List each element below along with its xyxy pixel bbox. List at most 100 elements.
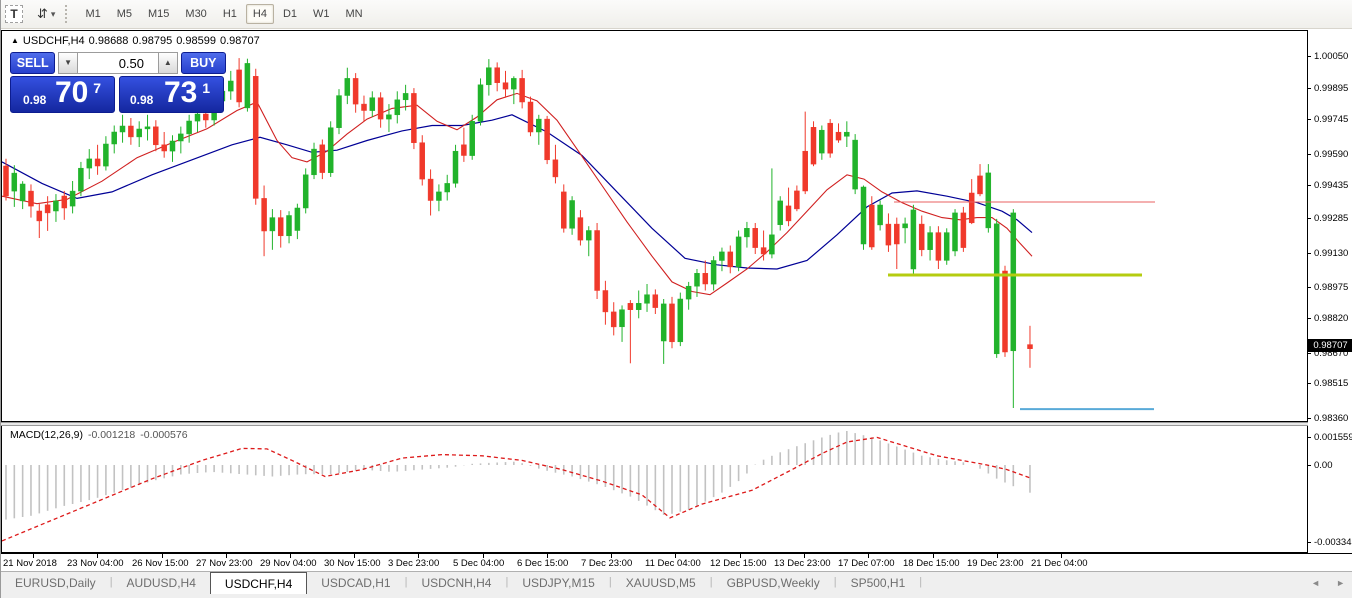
chart-tab-bar: EURUSD,Daily | AUDUSD,H4 USDCHF,H4 USDCAD,H1… <box>1 571 1352 598</box>
price-label: 0.99130 <box>1314 248 1349 259</box>
timeframe-button-m5[interactable]: M5 <box>116 8 132 20</box>
tab-eurusd-daily[interactable]: EURUSD,Daily <box>15 576 96 590</box>
sell-button[interactable]: SELL <box>10 52 56 74</box>
lot-increase-button[interactable]: ▲ <box>158 52 178 74</box>
buy-button[interactable]: BUY <box>180 52 226 74</box>
date-tick <box>868 554 869 558</box>
timeframe-button-mn[interactable]: MN <box>345 8 363 20</box>
timeframe-button-h4[interactable]: H4 <box>245 4 274 24</box>
macd-signal-value: -0.000576 <box>140 429 188 441</box>
date-label: 17 Dec 07:00 <box>838 558 895 569</box>
date-tick <box>997 554 998 558</box>
date-tick <box>804 554 805 558</box>
tab-separator: | <box>608 576 612 588</box>
tab-usdchf-h4[interactable]: USDCHF,H4 <box>209 572 308 594</box>
macd-axis-label: 0.00 <box>1314 460 1333 471</box>
price-label: 0.98820 <box>1314 313 1349 324</box>
date-tick <box>226 554 227 558</box>
date-tick <box>418 554 419 558</box>
ohlc-close: 0.98707 <box>219 35 260 47</box>
sell-price-display[interactable]: 0.98 70 7 <box>10 76 115 113</box>
price-label: 0.98975 <box>1314 282 1349 293</box>
date-label: 19 Dec 23:00 <box>967 558 1024 569</box>
date-label: 30 Nov 15:00 <box>324 558 381 569</box>
text-tool-icon[interactable]: T <box>5 5 23 23</box>
date-axis[interactable]: 21 Nov 2018 23 Nov 04:00 26 Nov 15:00 27 No… <box>1 553 1352 571</box>
axis-tick <box>1308 253 1311 254</box>
date-label: 6 Dec 15:00 <box>517 558 569 569</box>
date-tick <box>933 554 934 558</box>
timeframe-button-m30[interactable]: M30 <box>185 8 207 20</box>
date-tick <box>33 554 34 558</box>
date-label: 26 Nov 15:00 <box>132 558 189 569</box>
tab-separator: | <box>404 576 408 588</box>
buy-price-display[interactable]: 0.98 73 1 <box>119 76 224 113</box>
swap-arrows-icon[interactable]: ⇵ <box>37 6 48 21</box>
tab-audusd-h4[interactable]: AUDUSD,H4 <box>126 576 196 590</box>
sell-price-prefix: 0.98 <box>23 93 47 107</box>
date-tick <box>611 554 612 558</box>
toolbar-grip <box>65 5 69 23</box>
candlestick-chart[interactable] <box>2 31 1307 421</box>
tab-scroll-left-icon[interactable]: ◄ <box>1311 578 1321 588</box>
macd-indicator-pane[interactable]: MACD(12,26,9) -0.001218 -0.000576 <box>1 426 1308 553</box>
toolbar: T ⇵ ▾ M1 M5 M15 M30 H1 H4 D1 W1 MN <box>1 0 1352 29</box>
date-label: 18 Dec 15:00 <box>903 558 960 569</box>
timeframe-button-m1[interactable]: M1 <box>85 8 101 20</box>
price-axis[interactable]: 1.00050 0.99895 0.99745 0.99590 0.99435 0.992… <box>1308 30 1352 553</box>
date-tick <box>675 554 676 558</box>
tab-gbpusd-weekly[interactable]: GBPUSD,Weekly <box>726 576 820 590</box>
pane-splitter[interactable] <box>1 422 1308 426</box>
axis-tick <box>1308 318 1311 319</box>
axis-tick <box>1308 383 1311 384</box>
macd-name: MACD(12,26,9) <box>10 429 83 441</box>
axis-tick <box>1308 88 1311 89</box>
timeframe-button-d1[interactable]: D1 <box>282 8 297 20</box>
tab-usdjpy-m15[interactable]: USDJPY,M15 <box>522 576 595 590</box>
timeframe-button-m15[interactable]: M15 <box>148 8 170 20</box>
tab-separator: | <box>833 576 837 588</box>
price-label: 1.00050 <box>1314 51 1349 62</box>
price-label: 0.98670 <box>1314 348 1349 359</box>
macd-chart[interactable] <box>2 426 1307 551</box>
axis-tick <box>1308 542 1311 543</box>
axis-tick <box>1308 418 1311 419</box>
price-label: 0.99285 <box>1314 213 1349 224</box>
tab-usdcad-h1[interactable]: USDCAD,H1 <box>321 576 391 590</box>
tab-xauusd-m5[interactable]: XAUUSD,M5 <box>625 576 696 590</box>
date-label: 29 Nov 04:00 <box>260 558 317 569</box>
collapse-marker-icon[interactable]: ▲ <box>11 36 19 45</box>
tab-scroll-right-icon[interactable]: ► <box>1336 578 1345 588</box>
price-label: 0.99895 <box>1314 83 1349 94</box>
axis-tick <box>1308 465 1311 466</box>
buy-price-pip: 1 <box>202 80 210 96</box>
date-tick <box>740 554 741 558</box>
macd-axis-label: 0.001559 <box>1314 432 1352 443</box>
date-label: 7 Dec 23:00 <box>581 558 633 569</box>
buy-price-big: 73 <box>164 76 198 109</box>
sell-price-big: 70 <box>55 76 89 109</box>
sell-price-pip: 7 <box>93 80 101 96</box>
timeframe-button-h1[interactable]: H1 <box>222 8 237 20</box>
tab-sp500-h1[interactable]: SP500,H1 <box>850 576 906 590</box>
date-label: 27 Nov 23:00 <box>196 558 253 569</box>
tab-separator: | <box>709 576 713 588</box>
axis-tick <box>1308 56 1311 57</box>
macd-main-value: -0.001218 <box>87 429 136 441</box>
chevron-down-icon[interactable]: ▾ <box>50 8 56 19</box>
lot-decrease-button[interactable]: ▼ <box>58 52 78 74</box>
axis-tick <box>1308 185 1311 186</box>
date-label: 3 Dec 23:00 <box>388 558 440 569</box>
date-tick <box>1061 554 1062 558</box>
tab-separator: | <box>109 576 113 588</box>
date-label: 21 Nov 2018 <box>3 558 57 569</box>
lot-size-input[interactable] <box>78 52 158 74</box>
current-price-tag: 0.98707 <box>1308 339 1352 352</box>
price-chart-pane[interactable]: ▲ USDCHF,H4 0.98688 0.98795 0.98599 0.98707 S… <box>1 30 1308 422</box>
date-tick <box>547 554 548 558</box>
macd-axis-label: -0.003345 <box>1314 537 1352 548</box>
axis-tick <box>1308 154 1311 155</box>
tab-usdcnh-h4[interactable]: USDCNH,H4 <box>421 576 492 590</box>
price-label: 0.99590 <box>1314 149 1349 160</box>
timeframe-button-w1[interactable]: W1 <box>313 8 330 20</box>
